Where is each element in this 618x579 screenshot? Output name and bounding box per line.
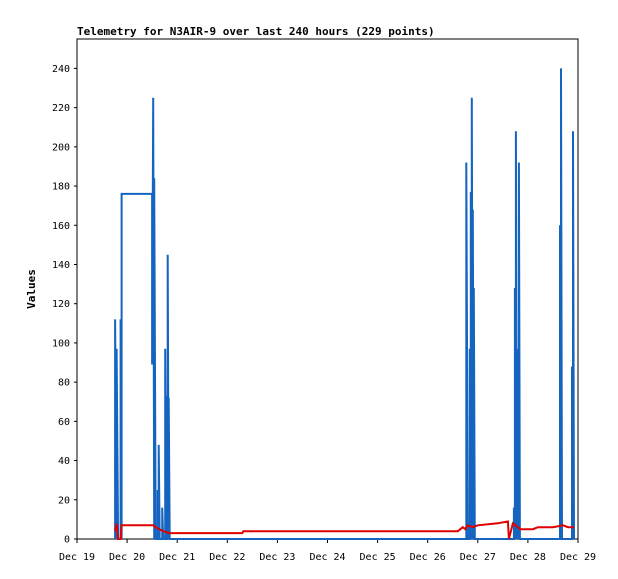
x-tick-label: Dec 24 bbox=[309, 552, 345, 563]
y-tick-label: 60 bbox=[58, 417, 70, 428]
y-tick-label: 140 bbox=[52, 260, 70, 271]
x-tick-label: Dec 27 bbox=[460, 552, 496, 563]
y-axis-label: Values bbox=[25, 269, 38, 309]
x-tick-label: Dec 26 bbox=[410, 552, 446, 563]
x-tick-label: Dec 29 bbox=[560, 552, 596, 563]
y-axis: 0 20 40 60 80 100 120 140 160 180 200 220 240 bbox=[52, 64, 77, 546]
y-tick-label: 20 bbox=[58, 495, 70, 506]
y-tick-label: 160 bbox=[52, 221, 70, 232]
y-tick-label: 80 bbox=[58, 378, 70, 389]
series-layer bbox=[114, 68, 575, 540]
y-tick-label: 240 bbox=[52, 64, 70, 75]
y-tick-label: 120 bbox=[52, 299, 70, 310]
y-tick-label: 40 bbox=[58, 456, 70, 467]
x-axis: Dec 19 Dec 20 Dec 21 Dec 22 Dec 23 Dec 24 Dec … bbox=[59, 539, 596, 563]
x-tick-label: Dec 23 bbox=[259, 552, 295, 563]
y-tick-label: 220 bbox=[52, 103, 70, 114]
series-line-2 bbox=[114, 520, 574, 540]
x-tick-label: Dec 22 bbox=[209, 552, 245, 563]
x-tick-label: Dec 28 bbox=[510, 552, 546, 563]
x-tick-label: Dec 19 bbox=[59, 552, 95, 563]
y-tick-label: 180 bbox=[52, 182, 70, 193]
x-tick-label: Dec 25 bbox=[360, 552, 396, 563]
x-tick-label: Dec 21 bbox=[159, 552, 195, 563]
chart-title: Telemetry for N3AIR-9 over last 240 hour… bbox=[77, 25, 435, 38]
y-tick-label: 200 bbox=[52, 142, 70, 153]
y-tick-label: 0 bbox=[64, 535, 70, 546]
x-tick-label: Dec 20 bbox=[109, 552, 145, 563]
y-tick-label: 100 bbox=[52, 338, 70, 349]
series-line-1 bbox=[114, 68, 575, 540]
